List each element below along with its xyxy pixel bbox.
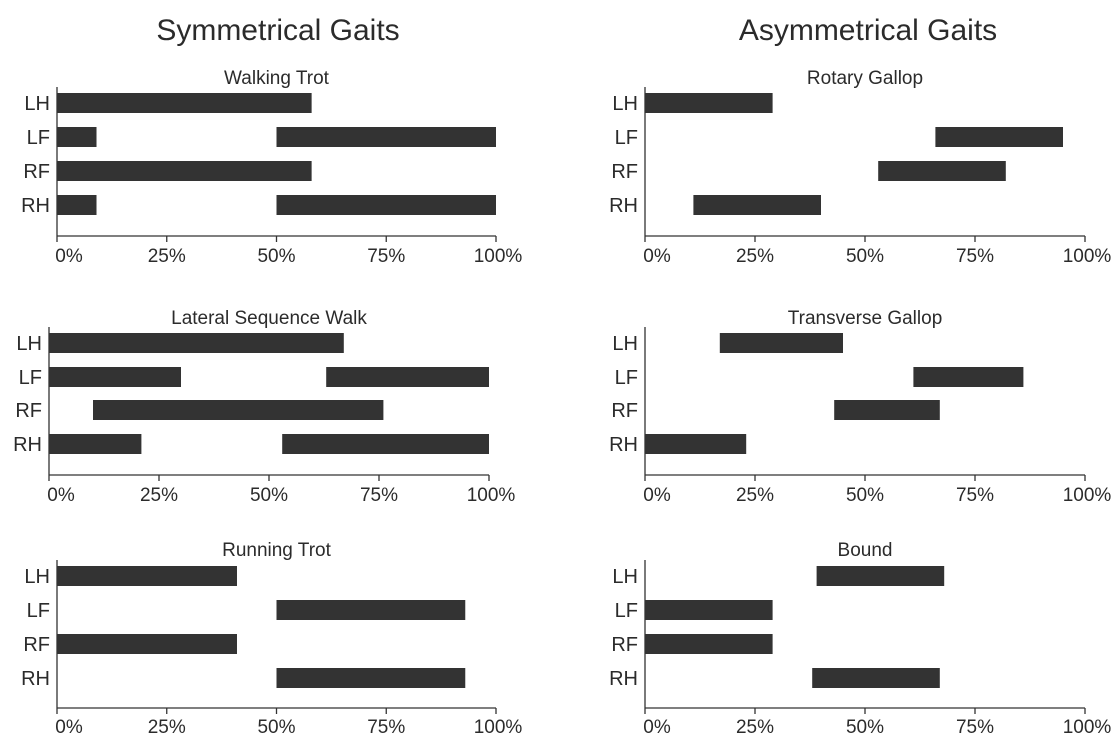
x-tick-label: 50% <box>257 717 295 738</box>
limb-label-lf: LF <box>615 367 638 389</box>
x-tick-label: 25% <box>736 485 774 506</box>
x-tick-label: 100% <box>474 717 523 738</box>
limb-label-rh: RH <box>609 434 638 456</box>
x-tick-label: 100% <box>1063 246 1112 267</box>
stance-bar-rh <box>49 434 142 454</box>
stance-bar-rf <box>834 400 940 420</box>
limb-label-rf: RF <box>611 400 638 422</box>
limb-label-lh: LH <box>16 333 42 355</box>
stance-bar-rf <box>878 161 1006 181</box>
limb-label-lh: LH <box>24 93 50 115</box>
panel-title: Rotary Gallop <box>807 68 923 89</box>
limb-label-lf: LF <box>19 367 42 389</box>
stance-bar-lf <box>49 367 181 387</box>
limb-label-rh: RH <box>609 668 638 690</box>
panel-title: Running Trot <box>222 540 332 561</box>
x-tick-label: 50% <box>846 485 884 506</box>
stance-bar-lf <box>935 127 1063 147</box>
limb-label-lh: LH <box>612 333 638 355</box>
stance-bar-rh <box>645 434 747 454</box>
symmetrical-gaits-title: Symmetrical Gaits <box>156 14 399 47</box>
stance-bar-rf <box>57 634 237 654</box>
limb-label-rf: RF <box>23 161 50 183</box>
x-tick-label: 50% <box>257 246 295 267</box>
x-tick-label: 75% <box>956 717 994 738</box>
gait-panel-rotary-gallop: Rotary Gallop 0% 25% 50% 75% 100% LH LF RF RH <box>609 68 1111 267</box>
stance-bar-rh <box>57 195 97 215</box>
gait-panel-running-trot: Running Trot 0% 25% 50% 75% 100% LH LF RF RH <box>21 540 522 738</box>
gait-panel-bound: Bound 0% 25% 50% 75% 100% LH LF RF RH <box>609 540 1111 738</box>
stance-bar-lf <box>276 600 466 620</box>
limb-label-lf: LF <box>27 600 50 622</box>
x-tick-label: 50% <box>250 485 288 506</box>
x-tick-label: 100% <box>474 246 523 267</box>
stance-bar-lf <box>645 600 773 620</box>
x-tick-label: 50% <box>846 717 884 738</box>
stance-bar-lf <box>913 367 1024 387</box>
stance-bar-rh <box>276 195 496 215</box>
limb-label-rh: RH <box>13 434 42 456</box>
limb-label-lf: LF <box>615 600 638 622</box>
panel-title: Bound <box>838 540 893 561</box>
stance-bar-lf <box>326 367 489 387</box>
gait-panel-transverse-gallop: Transverse Gallop 0% 25% 50% 75% 100% LH LF RF RH <box>609 308 1111 506</box>
stance-bar-rf <box>93 400 384 420</box>
gait-panel-walking-trot: Walking Trot 0% 25% 50% 75% 100% LH LF RF RH <box>21 68 522 267</box>
limb-label-lf: LF <box>27 127 50 149</box>
x-tick-label: 75% <box>956 485 994 506</box>
stance-bar-lh <box>645 93 773 113</box>
x-tick-label: 75% <box>367 246 405 267</box>
x-tick-label: 25% <box>736 246 774 267</box>
x-tick-label: 0% <box>55 246 83 267</box>
stance-bar-rf <box>57 161 312 181</box>
stance-bar-lh <box>49 333 344 353</box>
x-tick-label: 25% <box>148 246 186 267</box>
x-tick-label: 75% <box>367 717 405 738</box>
x-tick-label: 100% <box>1063 485 1112 506</box>
gait-panel-lateral-sequence-walk: Lateral Sequence Walk 0% 25% 50% 75% 100% LH LF… <box>13 308 515 506</box>
x-tick-label: 100% <box>467 485 516 506</box>
panel-title: Transverse Gallop <box>788 308 943 329</box>
limb-label-rf: RF <box>611 634 638 656</box>
limb-label-rf: RF <box>611 161 638 183</box>
limb-label-rf: RF <box>15 400 42 422</box>
x-tick-label: 0% <box>643 246 671 267</box>
asymmetrical-gaits-title: Asymmetrical Gaits <box>739 14 997 47</box>
limb-label-rh: RH <box>609 195 638 217</box>
stance-bar-rh <box>812 668 940 688</box>
stance-bar-lf <box>276 127 496 147</box>
x-tick-label: 0% <box>643 485 671 506</box>
stance-bar-lf <box>57 127 97 147</box>
x-tick-label: 75% <box>956 246 994 267</box>
x-tick-label: 0% <box>47 485 75 506</box>
stance-bar-lh <box>719 333 843 353</box>
limb-label-lh: LH <box>24 566 50 588</box>
panel-title: Walking Trot <box>224 68 330 89</box>
x-tick-label: 0% <box>643 717 671 738</box>
limb-label-lh: LH <box>612 566 638 588</box>
limb-label-rh: RH <box>21 195 50 217</box>
x-tick-label: 75% <box>360 485 398 506</box>
x-tick-label: 25% <box>148 717 186 738</box>
panel-title: Lateral Sequence Walk <box>171 308 367 329</box>
limb-label-rh: RH <box>21 668 50 690</box>
stance-bar-lh <box>57 93 312 113</box>
stance-bar-rh <box>282 434 489 454</box>
stance-bar-rf <box>645 634 773 654</box>
stance-bar-rh <box>693 195 821 215</box>
limb-label-lh: LH <box>612 93 638 115</box>
x-tick-label: 0% <box>55 717 83 738</box>
limb-label-lf: LF <box>615 127 638 149</box>
limb-label-rf: RF <box>23 634 50 656</box>
stance-bar-lh <box>57 566 237 586</box>
x-tick-label: 100% <box>1063 717 1112 738</box>
stance-bar-rh <box>276 668 466 688</box>
stance-bar-lh <box>816 566 945 586</box>
x-tick-label: 25% <box>140 485 178 506</box>
x-tick-label: 25% <box>736 717 774 738</box>
x-tick-label: 50% <box>846 246 884 267</box>
